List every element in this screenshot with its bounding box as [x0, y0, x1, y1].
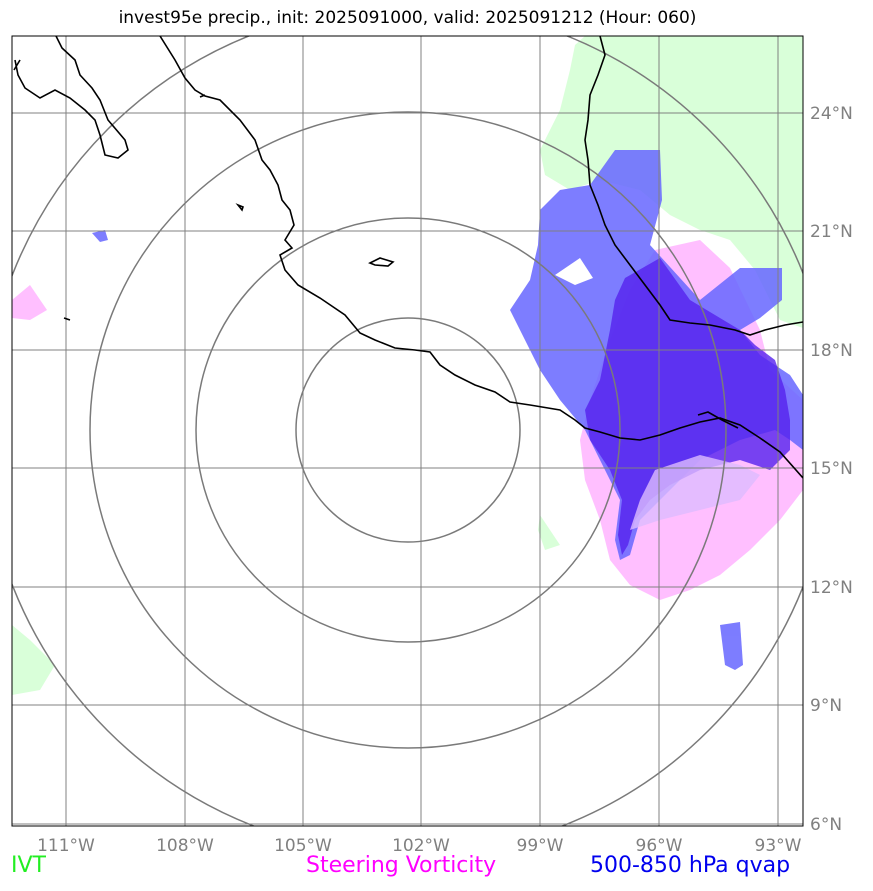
lat-tick: 12°N — [810, 578, 853, 598]
legend-vorticity: Steering Vorticity — [306, 853, 497, 878]
lon-tick: 102°W — [392, 836, 450, 856]
vorticity-overlap — [630, 455, 760, 530]
lat-tick: 15°N — [810, 459, 853, 479]
ivt-shading — [12, 36, 803, 695]
graticule — [12, 36, 803, 826]
range-rings — [12, 36, 803, 826]
coastline — [13, 36, 803, 479]
qvap-dark-shading — [585, 258, 790, 555]
lon-tick: 111°W — [37, 836, 95, 856]
lon-tick: 108°W — [156, 836, 214, 856]
map-frame — [11, 35, 804, 827]
legend-ivt: IVT — [11, 853, 46, 878]
lat-tick: 6°N — [810, 815, 842, 835]
qvap-hole — [555, 258, 593, 285]
lon-tick: 99°W — [517, 836, 564, 856]
lon-tick: 96°W — [636, 836, 683, 856]
lat-tick-labels: 24°N 21°N 18°N 15°N 12°N 9°N 6°N — [810, 104, 853, 835]
map-title: invest95e precip., init: 2025091000, val… — [118, 8, 697, 28]
map-plot-area — [12, 36, 803, 826]
lat-tick: 18°N — [810, 341, 853, 361]
legend-qvap: 500-850 hPa qvap — [590, 853, 791, 878]
lat-tick: 9°N — [810, 696, 842, 716]
lat-tick: 24°N — [810, 104, 853, 124]
lat-tick: 21°N — [810, 222, 853, 242]
lon-tick: 105°W — [274, 836, 332, 856]
lon-tick-labels: 111°W 108°W 105°W 102°W 99°W 96°W 93°W — [37, 836, 802, 856]
lon-tick: 93°W — [755, 836, 802, 856]
